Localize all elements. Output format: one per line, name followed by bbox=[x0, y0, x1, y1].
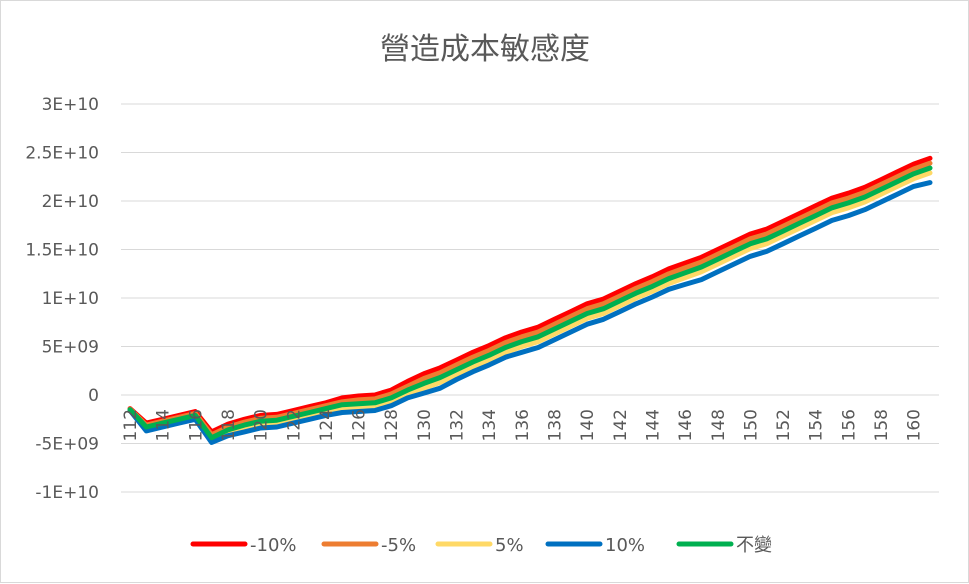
x-tick-label: 158 bbox=[872, 409, 892, 441]
y-tick-label: -1E+10 bbox=[35, 483, 99, 503]
y-tick-label: 3E+10 bbox=[42, 95, 99, 115]
x-tick-label: 160 bbox=[905, 409, 925, 441]
x-tick-label: 134 bbox=[480, 409, 500, 441]
x-tick-label: 140 bbox=[578, 409, 598, 441]
x-tick-label: 144 bbox=[643, 409, 663, 441]
y-tick-label: 1E+10 bbox=[42, 289, 99, 309]
series-line-10pct bbox=[127, 180, 933, 445]
legend-label: 不變 bbox=[736, 535, 772, 556]
y-tick-label: 0 bbox=[88, 386, 99, 406]
x-tick-label: 118 bbox=[219, 409, 239, 441]
y-tick-label: -5E+09 bbox=[35, 435, 99, 455]
x-tick-label: 150 bbox=[741, 409, 761, 441]
legend-label: -10% bbox=[250, 535, 297, 556]
y-axis-tick-labels: 3E+10 2.5E+10 2E+10 1.5E+10 1E+10 5E+09 0 -5E+0… bbox=[25, 95, 99, 503]
x-tick-label: 156 bbox=[839, 409, 859, 441]
y-tick-label: 2E+10 bbox=[42, 192, 99, 212]
x-tick-label: 154 bbox=[807, 409, 827, 441]
x-tick-label: 114 bbox=[154, 409, 174, 441]
x-tick-label: 116 bbox=[186, 409, 206, 441]
x-tick-label: 148 bbox=[709, 409, 729, 441]
y-tick-label: 5E+09 bbox=[42, 338, 99, 358]
y-tick-label: 2.5E+10 bbox=[25, 144, 99, 164]
x-tick-label: 142 bbox=[611, 409, 631, 441]
legend: -10% -5% 5% 10% 不變 bbox=[190, 535, 772, 556]
x-tick-label: 130 bbox=[415, 409, 435, 441]
chart-title: 營造成本敏感度 bbox=[380, 32, 590, 67]
x-tick-label: 132 bbox=[448, 409, 468, 441]
x-tick-label: 126 bbox=[350, 409, 370, 441]
x-tick-label: 136 bbox=[513, 409, 533, 441]
series-line-minus-10pct bbox=[127, 155, 933, 435]
x-tick-label: 138 bbox=[545, 409, 565, 441]
x-tick-label: 146 bbox=[676, 409, 696, 441]
x-tick-label: 120 bbox=[252, 409, 272, 441]
x-axis-tick-labels: 112 114 116 118 120 122 124 126 128 130 132 134 136 1… bbox=[121, 409, 925, 441]
x-tick-label: 122 bbox=[284, 409, 304, 441]
series-lines bbox=[127, 155, 933, 445]
series-line-5pct bbox=[127, 170, 933, 443]
legend-label: 5% bbox=[495, 535, 524, 556]
x-tick-label: 128 bbox=[382, 409, 402, 441]
legend-label: -5% bbox=[381, 535, 416, 556]
x-tick-label: 112 bbox=[121, 409, 141, 441]
legend-label: 10% bbox=[605, 535, 645, 556]
series-line-minus-5pct bbox=[127, 160, 933, 438]
x-tick-label: 124 bbox=[317, 409, 337, 441]
y-tick-label: 1.5E+10 bbox=[25, 241, 99, 261]
series-line-unchanged bbox=[127, 165, 933, 441]
x-tick-label: 152 bbox=[774, 409, 794, 441]
